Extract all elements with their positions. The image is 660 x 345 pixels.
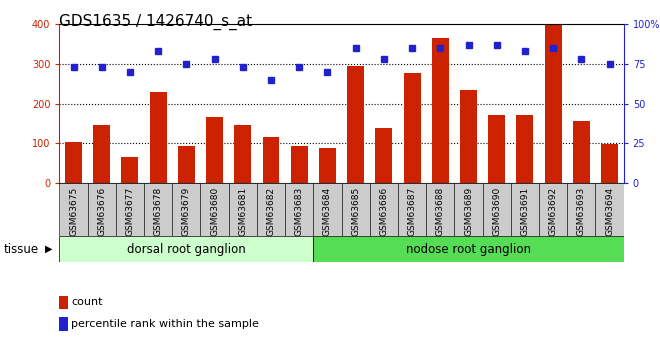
Bar (263, 137, 279, 183)
Text: GSM63694: GSM63694 (605, 187, 614, 236)
Bar (454, 183, 482, 236)
Bar (370, 183, 398, 236)
Bar (539, 183, 568, 236)
Text: tissue: tissue (3, 243, 38, 256)
Text: GSM63679: GSM63679 (182, 187, 191, 236)
Bar (601, 144, 618, 183)
Text: GSM63678: GSM63678 (154, 187, 162, 236)
Text: GSM63675: GSM63675 (69, 187, 78, 236)
Bar (178, 146, 195, 183)
Text: ▶: ▶ (45, 244, 52, 254)
Bar (59, 296, 68, 309)
Text: GSM63677: GSM63677 (125, 187, 135, 236)
Bar (65, 142, 82, 183)
Text: GSM63684: GSM63684 (323, 187, 332, 236)
Bar (172, 183, 201, 236)
Text: GSM63693: GSM63693 (577, 187, 586, 236)
Bar (567, 183, 595, 236)
Bar (511, 183, 539, 236)
Text: GSM63691: GSM63691 (521, 187, 529, 236)
Bar (488, 116, 505, 183)
Bar (544, 24, 562, 183)
Bar (59, 183, 88, 236)
Bar (201, 183, 228, 236)
Text: GDS1635 / 1426740_s_at: GDS1635 / 1426740_s_at (59, 14, 253, 30)
Bar (319, 148, 336, 183)
Text: percentile rank within the sample: percentile rank within the sample (71, 319, 259, 329)
Text: GSM63692: GSM63692 (548, 187, 558, 236)
Bar (517, 116, 533, 183)
Text: nodose root ganglion: nodose root ganglion (406, 243, 531, 256)
Bar (426, 183, 454, 236)
Bar (206, 117, 223, 183)
Text: count: count (71, 297, 102, 307)
Bar (116, 183, 144, 236)
Bar (257, 183, 285, 236)
Text: GSM63686: GSM63686 (379, 187, 388, 236)
Bar (150, 92, 166, 183)
Bar (404, 72, 420, 183)
Text: dorsal root ganglion: dorsal root ganglion (127, 243, 246, 256)
Bar (59, 317, 68, 331)
Bar (121, 157, 139, 183)
Bar (88, 183, 116, 236)
Text: GSM63690: GSM63690 (492, 187, 501, 236)
Bar (291, 146, 308, 183)
Text: GSM63689: GSM63689 (464, 187, 473, 236)
Bar (59, 236, 314, 262)
Bar (432, 38, 449, 183)
Bar (347, 66, 364, 183)
Text: GSM63681: GSM63681 (238, 187, 248, 236)
Text: GSM63688: GSM63688 (436, 187, 445, 236)
Bar (460, 90, 477, 183)
Bar (144, 183, 172, 236)
Bar (314, 183, 342, 236)
Bar (228, 183, 257, 236)
Text: GSM63676: GSM63676 (97, 187, 106, 236)
Text: GSM63685: GSM63685 (351, 187, 360, 236)
Bar (93, 125, 110, 183)
Text: GSM63680: GSM63680 (210, 187, 219, 236)
Text: GSM63687: GSM63687 (408, 187, 416, 236)
Bar (234, 125, 251, 183)
Bar (398, 183, 426, 236)
Bar (342, 183, 370, 236)
Bar (482, 183, 511, 236)
Bar (314, 236, 624, 262)
Bar (595, 183, 624, 236)
Bar (573, 121, 590, 183)
Bar (285, 183, 314, 236)
Text: GSM63683: GSM63683 (295, 187, 304, 236)
Text: GSM63682: GSM63682 (267, 187, 275, 236)
Bar (376, 128, 392, 183)
